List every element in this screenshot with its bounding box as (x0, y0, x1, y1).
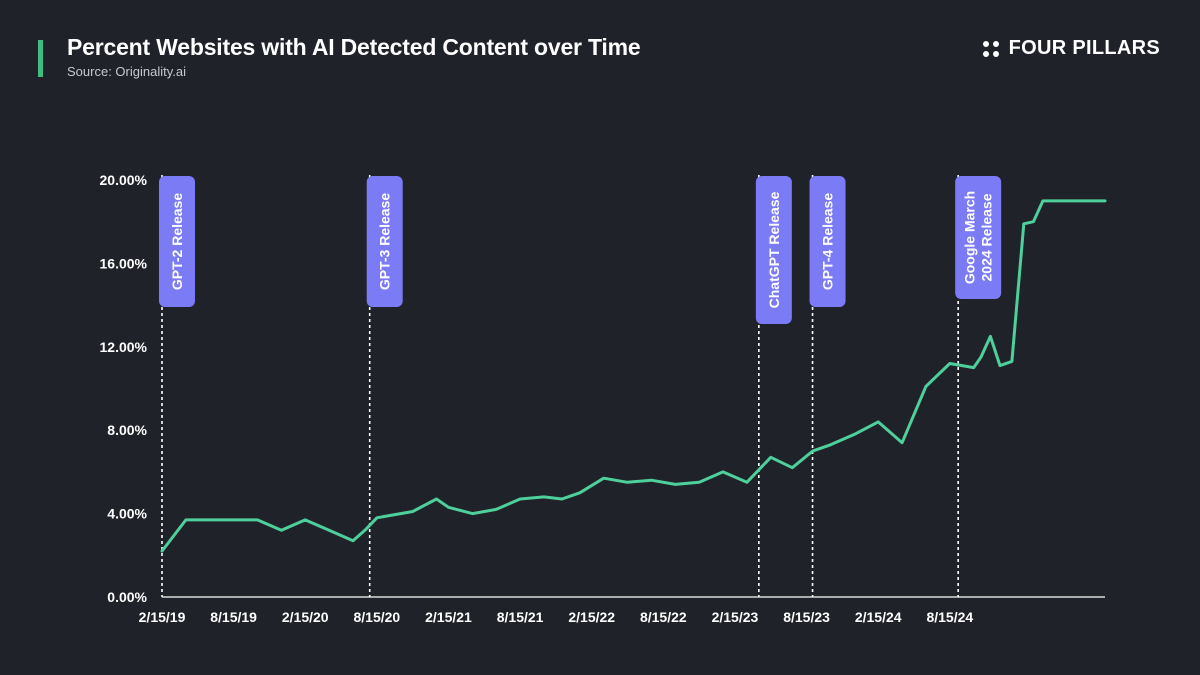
y-tick-label: 20.00% (100, 172, 148, 188)
release-label-box (159, 176, 195, 307)
release-label: GPT-3 Release (377, 193, 393, 290)
release-label-box (366, 176, 403, 307)
y-tick-label: 0.00% (107, 589, 147, 605)
x-tick-label: 8/15/19 (210, 609, 257, 625)
x-tick-label: 2/15/19 (139, 609, 186, 625)
four-dots-icon (982, 40, 999, 57)
series-line (160, 199, 1107, 553)
release-label: GPT-2 Release (169, 193, 185, 290)
x-tick-label: 2/15/20 (282, 609, 329, 625)
release-label: GPT-4 Release (820, 193, 836, 290)
release-label-box (955, 176, 1002, 299)
y-tick-label: 4.00% (107, 506, 147, 522)
logo: FOUR PILLARS (982, 37, 1160, 60)
release-label-text: GPT-4 Release (820, 193, 836, 290)
y-tick-label: 8.00% (107, 422, 147, 438)
release-label-text: ChatGPT Release (766, 191, 782, 308)
y-tick-label: 12.00% (100, 339, 148, 355)
release-label-text: 2024 Release (979, 193, 995, 281)
chart-source: Source: Originality.ai (67, 64, 186, 79)
chart-title: Percent Websites with AI Detected Conten… (67, 34, 641, 60)
release-label-text: GPT-2 Release (169, 193, 185, 290)
x-tick-label: 8/15/20 (354, 609, 401, 625)
title-accent-bar (38, 40, 43, 77)
x-tick-label: 2/15/21 (425, 609, 472, 625)
x-tick-label: 8/15/23 (783, 609, 830, 625)
x-tick-label: 8/15/24 (926, 609, 973, 625)
x-tick-label: 8/15/22 (640, 609, 687, 625)
x-tick-label: 2/15/24 (855, 609, 902, 625)
release-label: Google March 2024 Release (962, 191, 995, 284)
y-tick-label: 16.00% (100, 255, 148, 271)
release-label-text: GPT-3 Release (377, 193, 393, 290)
release-label-box (755, 176, 792, 324)
x-tick-label: 8/15/21 (497, 609, 544, 625)
x-tick-label: 2/15/23 (712, 609, 759, 625)
logo-text: FOUR PILLARS (1008, 37, 1160, 59)
release-label: ChatGPT Release (766, 191, 782, 308)
release-label-text: Google March (962, 191, 978, 284)
x-tick-label: 2/15/22 (568, 609, 615, 625)
release-label-box (809, 176, 846, 307)
